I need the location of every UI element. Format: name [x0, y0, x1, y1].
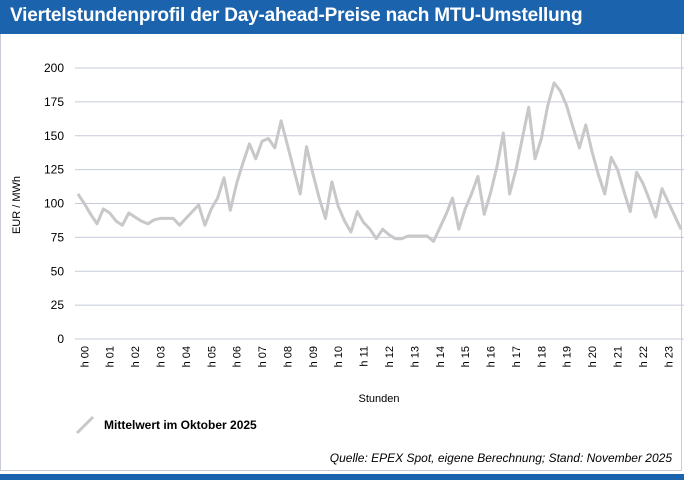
legend-line-marker	[75, 415, 95, 435]
chart-frame	[0, 34, 682, 471]
x-tick-label: h 21	[613, 346, 625, 367]
x-tick-label: h 03	[156, 346, 168, 367]
x-tick-label: h 08	[282, 346, 294, 367]
x-tick-label: h 00	[79, 346, 91, 367]
y-tick-label: 50	[51, 264, 65, 278]
title-bar: Viertelstundenprofil der Day-ahead-Preis…	[0, 0, 684, 34]
x-tick-label: h 04	[181, 346, 193, 367]
chart-title: Viertelstundenprofil der Day-ahead-Preis…	[10, 5, 583, 26]
y-tick-label: 25	[51, 298, 65, 312]
y-tick-label: 200	[44, 61, 64, 75]
y-tick-label: 150	[44, 129, 64, 143]
x-axis-label: Stunden	[359, 393, 400, 405]
x-tick-label: h 09	[308, 346, 320, 367]
x-tick-label: h 13	[409, 346, 421, 367]
source-note: Quelle: EPEX Spot, eigene Berechnung; St…	[329, 451, 672, 465]
x-tick-labels: h 00 h 01 h 02 h 03 h 04 h 05 h 06 h 07 h 08 h 09…	[79, 346, 675, 367]
y-tick-label: 100	[44, 197, 64, 211]
x-tick-label: h 22	[638, 346, 650, 367]
series-line-mittelwert	[76, 81, 683, 243]
x-tick-label: h 16	[486, 346, 498, 367]
x-tick-label: h 18	[536, 346, 548, 367]
x-tick-label: h 06	[232, 346, 244, 367]
y-tick-label: 175	[44, 95, 64, 109]
x-tick-label: h 10	[333, 346, 345, 367]
x-tick-label: h 07	[257, 346, 269, 367]
x-tick-label: h 11	[359, 346, 371, 367]
y-tick-label: 0	[57, 332, 64, 346]
y-axis-label: EUR / MWh	[11, 176, 23, 234]
x-tick-label: h 15	[460, 346, 472, 367]
x-tick-label: h 02	[130, 346, 142, 367]
x-tick-label: h 05	[206, 346, 218, 367]
gridlines	[75, 67, 684, 340]
y-tick-label: 125	[44, 163, 64, 177]
x-tick-label: h 14	[435, 346, 447, 367]
x-tick-label: h 19	[562, 346, 574, 367]
legend: Mittelwert im Oktober 2025	[74, 414, 257, 436]
x-tick-label: h 20	[587, 346, 599, 367]
bottom-bar	[0, 474, 684, 480]
legend-label: Mittelwert im Oktober 2025	[104, 418, 257, 432]
x-tick-label: h 23	[663, 346, 675, 367]
x-tick-label: h 01	[105, 346, 117, 367]
y-tick-label: 75	[51, 230, 65, 244]
y-tick-labels: 0 25 50 75 100 125 150 175 200	[44, 61, 64, 346]
x-tick-label: h 12	[384, 346, 396, 367]
x-tick-label: h 17	[511, 346, 523, 367]
